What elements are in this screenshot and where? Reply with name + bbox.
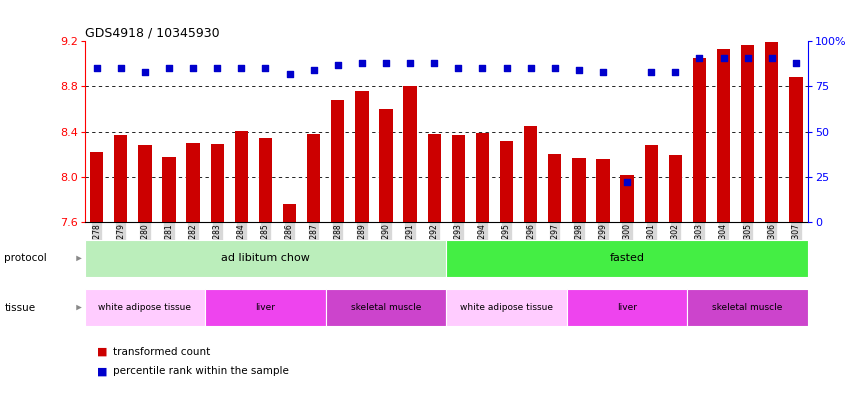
Point	[789, 60, 803, 66]
Point	[717, 54, 730, 61]
Bar	[620, 174, 634, 222]
Bar	[765, 42, 778, 222]
Text: skeletal muscle: skeletal muscle	[712, 303, 783, 312]
Point	[355, 60, 369, 66]
Point	[475, 65, 489, 72]
Bar	[162, 156, 176, 222]
Text: GDS4918 / 10345930: GDS4918 / 10345930	[85, 26, 219, 39]
Text: liver: liver	[255, 303, 276, 312]
Text: ad libitum chow: ad libitum chow	[221, 253, 310, 263]
Bar	[326, 289, 447, 326]
Text: ■: ■	[97, 366, 107, 376]
Bar	[693, 58, 706, 222]
Bar	[234, 130, 248, 222]
Bar	[668, 155, 682, 222]
Bar	[572, 158, 585, 222]
Point	[572, 67, 585, 73]
Bar	[331, 100, 344, 222]
Point	[500, 65, 514, 72]
Text: skeletal muscle: skeletal muscle	[351, 303, 421, 312]
Bar	[355, 91, 369, 222]
Bar	[645, 145, 658, 222]
Point	[307, 67, 321, 73]
Text: protocol: protocol	[4, 253, 47, 263]
Bar	[447, 289, 567, 326]
Point	[765, 54, 778, 61]
Point	[114, 65, 128, 72]
Bar	[789, 77, 803, 222]
Text: white adipose tissue: white adipose tissue	[460, 303, 553, 312]
Bar	[85, 240, 447, 277]
Bar	[500, 141, 514, 222]
Bar	[259, 138, 272, 222]
Bar	[283, 204, 296, 222]
Point	[452, 65, 465, 72]
Text: tissue: tissue	[4, 303, 36, 312]
Bar	[138, 145, 151, 222]
Bar	[307, 134, 321, 222]
Bar	[85, 289, 205, 326]
Point	[404, 60, 417, 66]
Bar	[687, 289, 808, 326]
Bar	[475, 133, 489, 222]
Bar	[186, 143, 200, 222]
Point	[379, 60, 393, 66]
Point	[186, 65, 200, 72]
Bar	[90, 152, 103, 222]
Point	[620, 179, 634, 185]
Point	[162, 65, 176, 72]
Point	[524, 65, 537, 72]
Point	[234, 65, 248, 72]
Bar	[717, 49, 730, 222]
Text: white adipose tissue: white adipose tissue	[98, 303, 191, 312]
Bar	[427, 134, 441, 222]
Text: percentile rank within the sample: percentile rank within the sample	[113, 366, 288, 376]
Point	[741, 54, 755, 61]
Bar	[379, 109, 393, 222]
Point	[693, 54, 706, 61]
Bar	[741, 45, 755, 222]
Bar	[404, 86, 417, 222]
Bar	[452, 135, 465, 222]
Bar	[567, 289, 687, 326]
Bar	[447, 240, 808, 277]
Point	[138, 69, 151, 75]
Point	[259, 65, 272, 72]
Point	[427, 60, 441, 66]
Point	[548, 65, 562, 72]
Point	[645, 69, 658, 75]
Point	[283, 71, 296, 77]
Point	[211, 65, 224, 72]
Text: fasted: fasted	[610, 253, 645, 263]
Bar	[524, 126, 537, 222]
Point	[90, 65, 103, 72]
Point	[596, 69, 610, 75]
Bar	[548, 154, 562, 222]
Point	[331, 62, 344, 68]
Bar	[114, 135, 128, 222]
Bar	[205, 289, 326, 326]
Text: ■: ■	[97, 347, 107, 357]
Text: liver: liver	[617, 303, 637, 312]
Point	[668, 69, 682, 75]
Bar	[211, 144, 224, 222]
Text: transformed count: transformed count	[113, 347, 210, 357]
Bar	[596, 159, 610, 222]
